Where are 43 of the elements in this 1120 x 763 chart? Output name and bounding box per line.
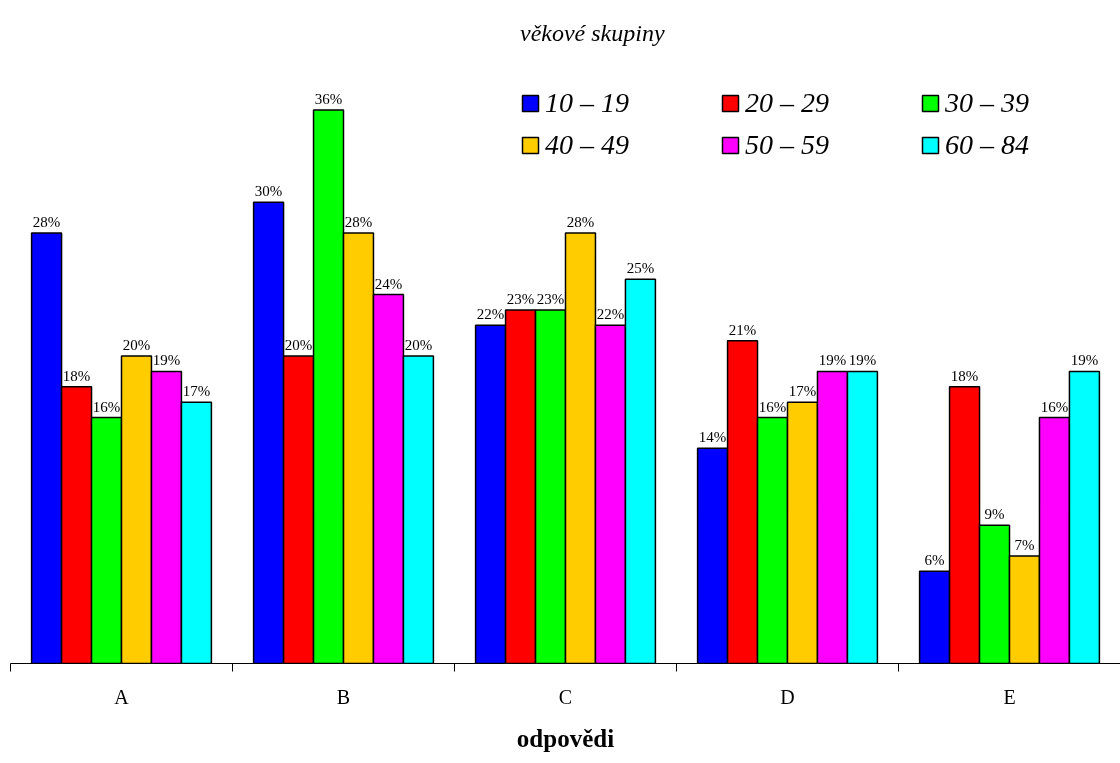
data-label: 16%	[1040, 398, 1069, 415]
data-label: 22%	[596, 306, 625, 323]
legend-label: 10 – 19	[545, 87, 630, 119]
data-label: 23%	[506, 290, 535, 307]
data-label: 19%	[848, 352, 877, 369]
data-label: 19%	[1070, 352, 1099, 369]
data-label: 30%	[254, 183, 283, 200]
data-label: 20%	[284, 337, 313, 354]
x-tick-label: C	[558, 685, 573, 708]
data-label: 19%	[818, 352, 847, 369]
data-label: 19%	[152, 352, 181, 369]
data-label: 25%	[626, 260, 655, 277]
x-axis-title: odpovědi	[516, 724, 615, 752]
data-label: 9%	[984, 506, 1005, 523]
data-label: 28%	[32, 214, 61, 231]
data-label: 20%	[122, 337, 151, 354]
data-label: 22%	[476, 306, 505, 323]
x-tick-label: D	[780, 685, 795, 708]
data-label: 17%	[182, 383, 211, 400]
data-label: 18%	[62, 367, 91, 384]
data-label: 36%	[314, 91, 343, 108]
data-label: 16%	[758, 398, 787, 415]
legend-label: 20 – 29	[745, 87, 830, 119]
data-label: 20%	[404, 337, 433, 354]
data-label: 7%	[1014, 536, 1035, 553]
legend-label: 60 – 84	[945, 129, 1030, 161]
data-label: 28%	[344, 214, 373, 231]
x-tick-label: B	[336, 685, 351, 708]
data-label: 23%	[536, 290, 565, 307]
x-tick-label: E	[1003, 685, 1016, 708]
data-label: 14%	[698, 429, 727, 446]
legend-label: 40 – 49	[545, 129, 630, 161]
data-label: 24%	[374, 275, 403, 292]
data-label: 28%	[566, 214, 595, 231]
legend-label: 50 – 59	[745, 129, 830, 161]
data-label: 17%	[788, 383, 817, 400]
data-label: 18%	[950, 367, 979, 384]
legend-title: věkové skupiny	[520, 20, 666, 47]
data-label: 6%	[924, 552, 945, 569]
data-label: 16%	[92, 398, 121, 415]
legend-label: 30 – 39	[945, 87, 1030, 119]
data-label: 21%	[728, 321, 757, 338]
x-tick-label: A	[114, 685, 130, 708]
